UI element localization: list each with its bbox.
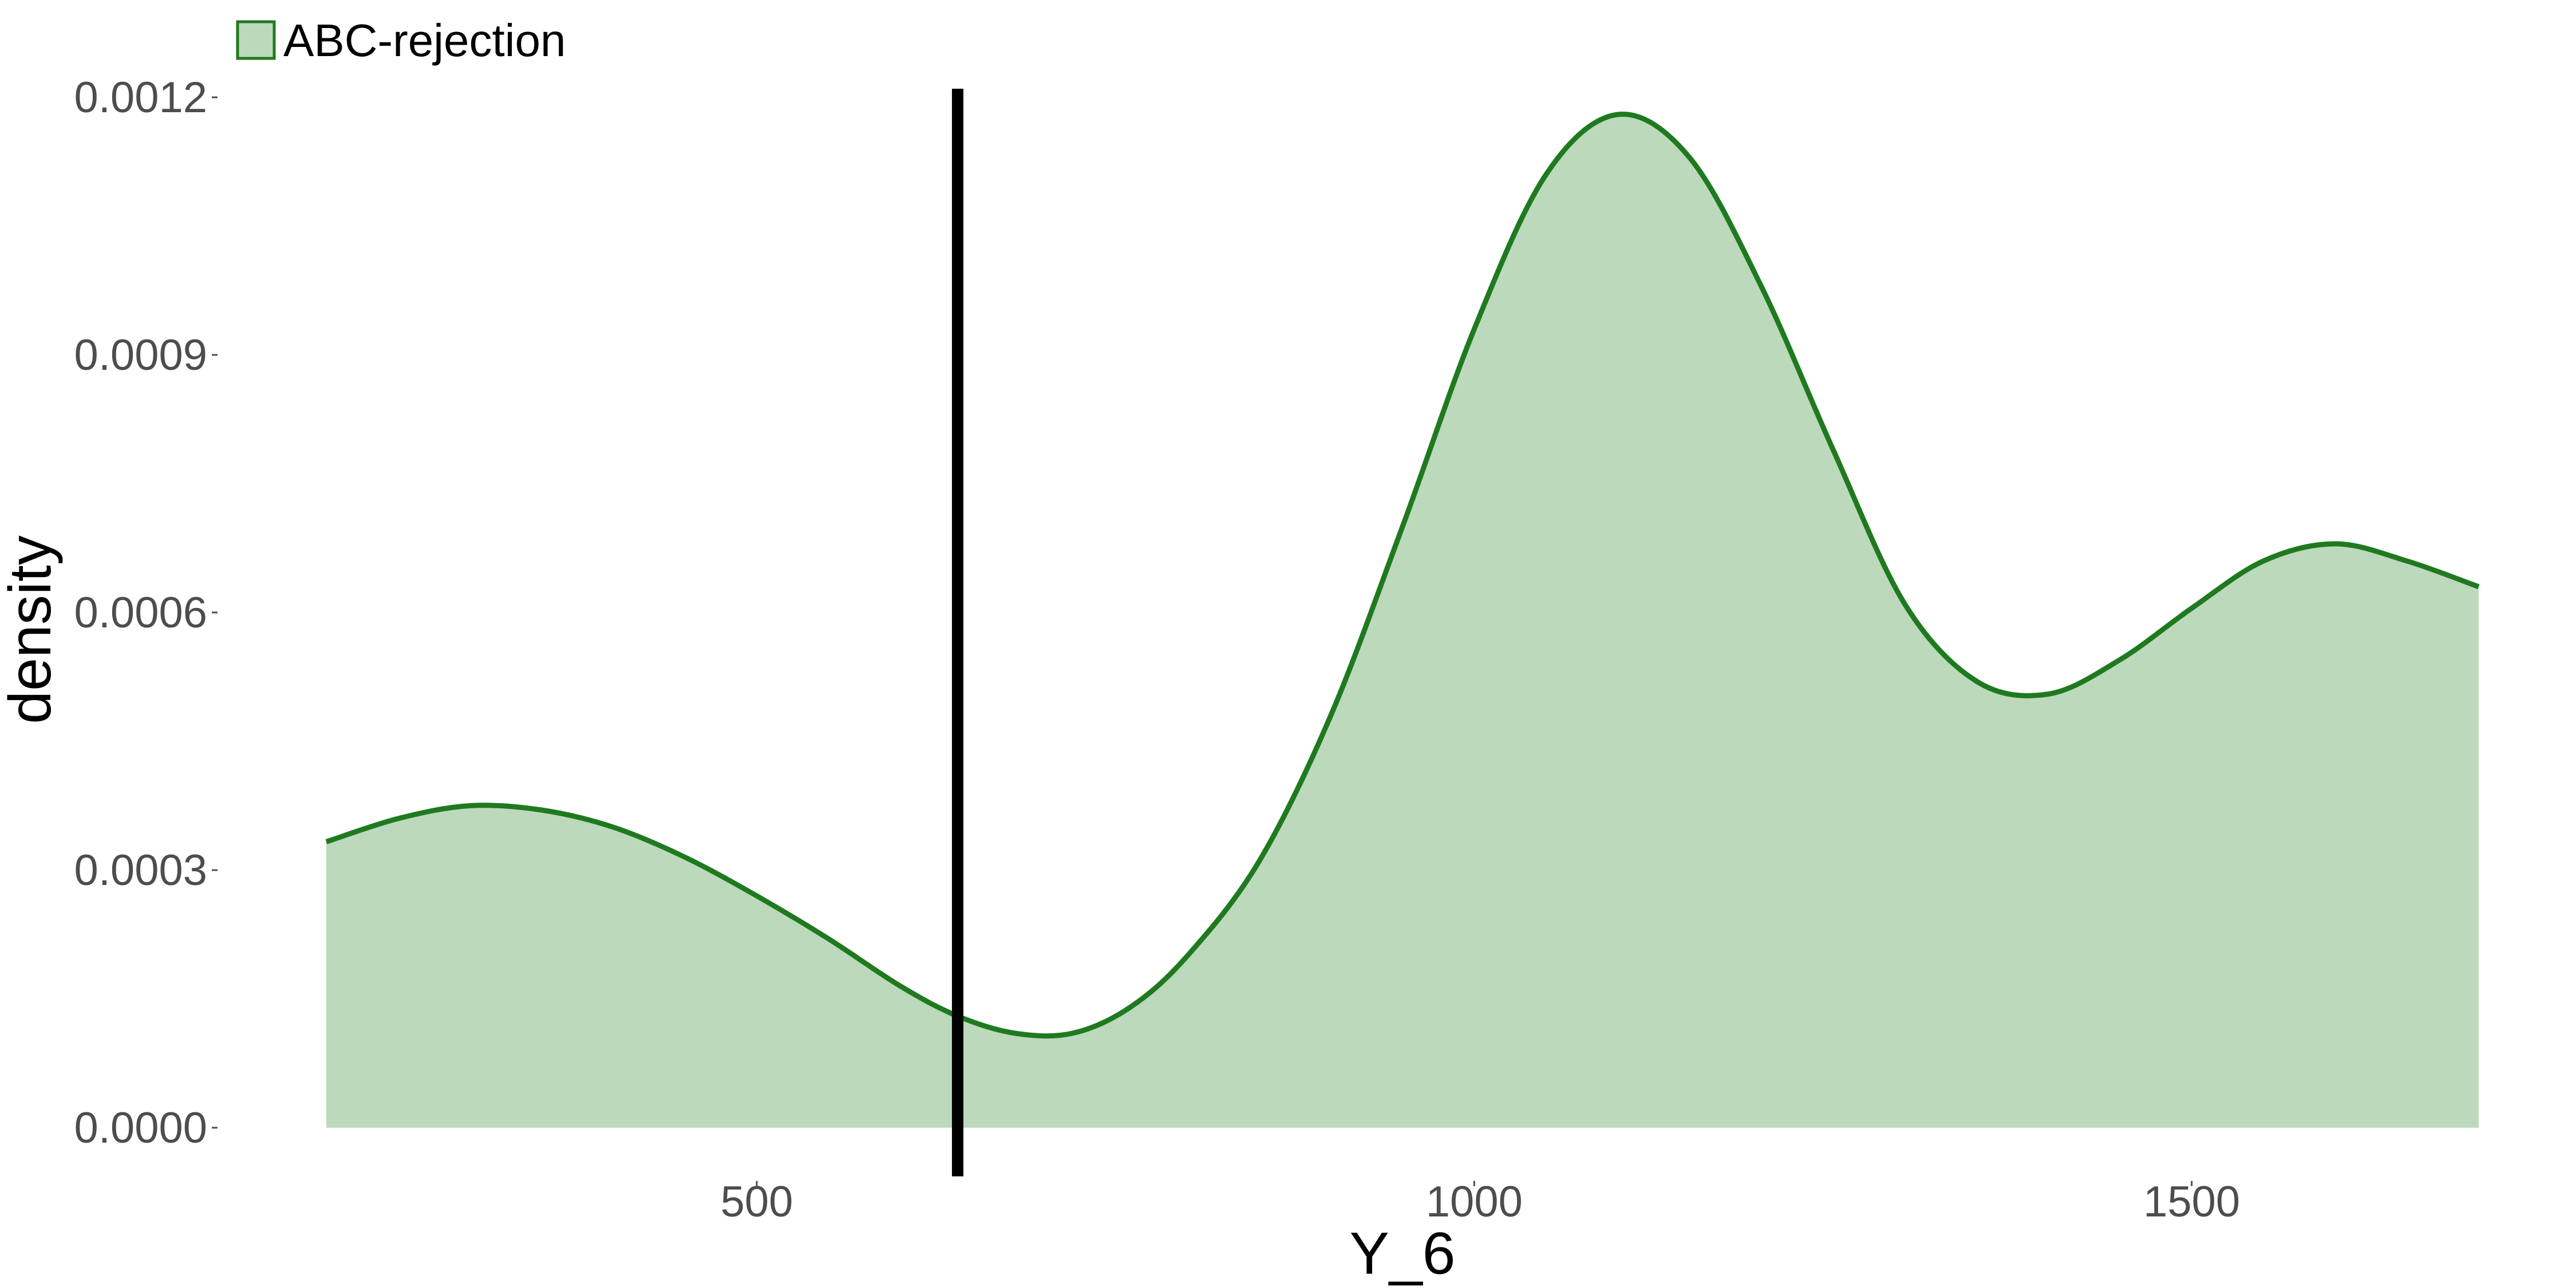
y-axis-title: density: [0, 535, 64, 724]
x-tick-label: 500: [721, 1178, 793, 1226]
y-tick-label: 0.0006: [74, 588, 207, 637]
y-tick-label: 0.0012: [74, 73, 207, 122]
y-tick-label: 0.0009: [74, 331, 207, 380]
density-line-0: [325, 111, 2480, 1039]
y-axis: 0.0000 0.0003 0.0006 0.0009 0.0012: [74, 73, 218, 1152]
y-tick-label: 0.0000: [74, 1104, 207, 1152]
x-axis: 500 1000 1500: [721, 1178, 2241, 1226]
density-area-0: [326, 114, 2479, 1128]
legend: ABC-rejection: [236, 15, 566, 66]
legend-swatch: [236, 20, 276, 60]
legend-label: ABC-rejection: [283, 15, 566, 66]
x-tick-label: 1000: [1426, 1178, 1523, 1226]
y-tick-label: 0.0003: [74, 846, 207, 895]
x-axis-title: Y_6: [1349, 1220, 1455, 1287]
x-tick-label: 1500: [2143, 1178, 2240, 1226]
plot-area: [325, 89, 2480, 1176]
